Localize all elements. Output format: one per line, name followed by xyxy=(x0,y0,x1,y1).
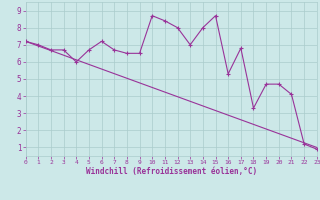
X-axis label: Windchill (Refroidissement éolien,°C): Windchill (Refroidissement éolien,°C) xyxy=(86,167,257,176)
